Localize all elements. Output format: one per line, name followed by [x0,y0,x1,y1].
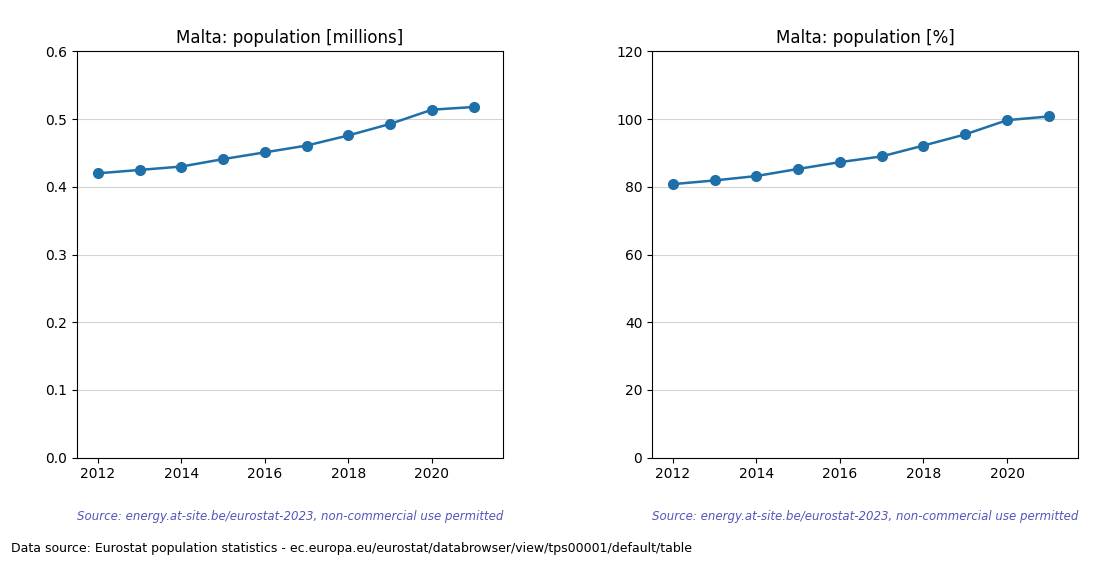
Text: Data source: Eurostat population statistics - ec.europa.eu/eurostat/databrowser/: Data source: Eurostat population statist… [11,542,692,555]
Text: Source: energy.at-site.be/eurostat-2023, non-commercial use permitted: Source: energy.at-site.be/eurostat-2023,… [652,510,1078,523]
Text: Source: energy.at-site.be/eurostat-2023, non-commercial use permitted: Source: energy.at-site.be/eurostat-2023,… [77,510,503,523]
Title: Malta: population [%]: Malta: population [%] [776,29,955,47]
Title: Malta: population [millions]: Malta: population [millions] [176,29,404,47]
